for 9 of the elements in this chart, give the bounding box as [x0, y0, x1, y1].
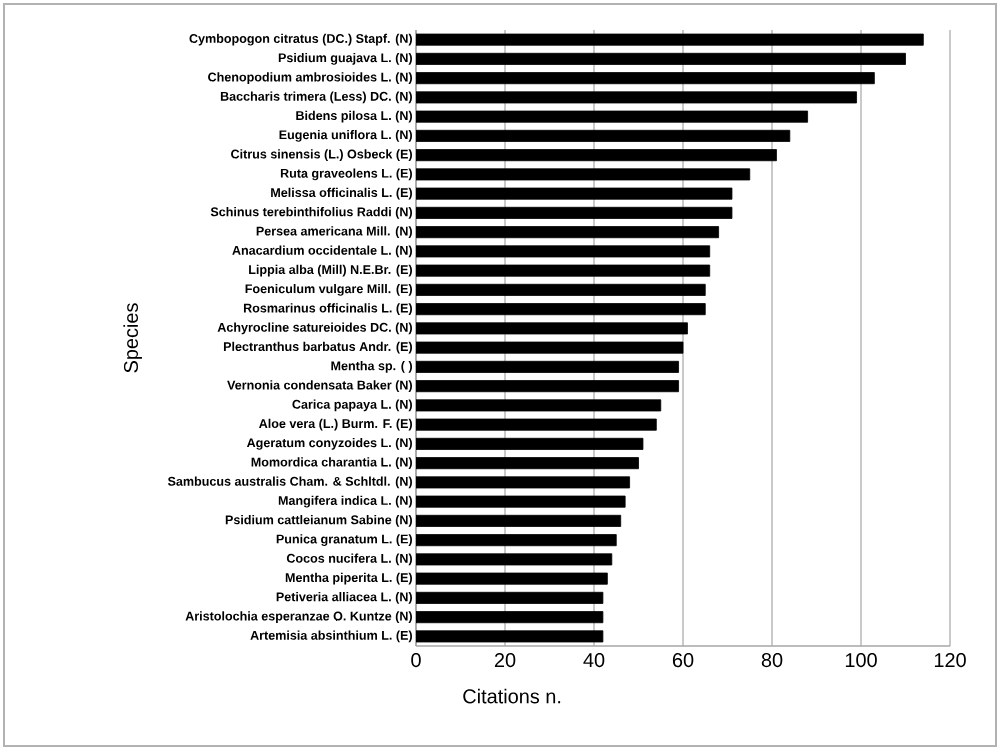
x-tick-label: 60 — [672, 653, 694, 668]
x-tick-label: 80 — [761, 653, 783, 668]
x-tick-label: 120 — [934, 653, 966, 668]
x-tick-label: 0 — [411, 653, 421, 668]
x-axis-title: Citations n. — [463, 688, 561, 704]
y-axis-title: Species — [123, 303, 142, 373]
x-tick-label: 40 — [583, 653, 605, 668]
x-tick-label: 100 — [845, 653, 877, 668]
x-tick-label: 20 — [494, 653, 516, 668]
